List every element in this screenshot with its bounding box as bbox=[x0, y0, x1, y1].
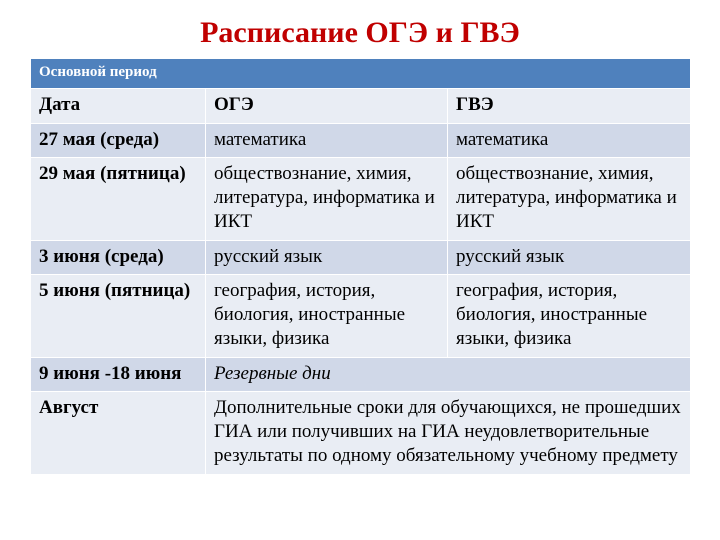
date-cell: Август bbox=[31, 392, 206, 474]
gve-cell: русский язык bbox=[448, 240, 691, 275]
date-cell: 29 мая (пятница) bbox=[31, 158, 206, 240]
page-title: Расписание ОГЭ и ГВЭ bbox=[30, 16, 690, 50]
oge-cell: обществознание, химия, литература, инфор… bbox=[206, 158, 448, 240]
table-row: Август Дополнительные сроки для обучающи… bbox=[31, 392, 691, 474]
date-cell: 3 июня (среда) bbox=[31, 240, 206, 275]
date-cell: 9 июня -18 июня bbox=[31, 357, 206, 392]
table-row: 5 июня (пятница)география, история, биол… bbox=[31, 275, 691, 357]
table-row: 27 мая (среда)математикаматематика bbox=[31, 123, 691, 158]
oge-cell: русский язык bbox=[206, 240, 448, 275]
subtitle-cell: Основной период bbox=[31, 59, 691, 89]
span-cell: Дополнительные сроки для обучающихся, не… bbox=[206, 392, 691, 474]
gve-cell: география, история, биология, иностранны… bbox=[448, 275, 691, 357]
header-oge: ОГЭ bbox=[206, 88, 448, 123]
table-row: 29 мая (пятница)обществознание, химия, л… bbox=[31, 158, 691, 240]
date-cell: 27 мая (среда) bbox=[31, 123, 206, 158]
header-gve: ГВЭ bbox=[448, 88, 691, 123]
table-row: 3 июня (среда)русский языкрусский язык bbox=[31, 240, 691, 275]
oge-cell: география, история, биология, иностранны… bbox=[206, 275, 448, 357]
schedule-table: Основной период Дата ОГЭ ГВЭ 27 мая (сре… bbox=[30, 58, 691, 475]
header-row: Дата ОГЭ ГВЭ bbox=[31, 88, 691, 123]
header-date: Дата bbox=[31, 88, 206, 123]
gve-cell: математика bbox=[448, 123, 691, 158]
subtitle-row: Основной период bbox=[31, 59, 691, 89]
span-cell: Резервные дни bbox=[206, 357, 691, 392]
gve-cell: обществознание, химия, литература, инфор… bbox=[448, 158, 691, 240]
date-cell: 5 июня (пятница) bbox=[31, 275, 206, 357]
table-row: 9 июня -18 июняРезервные дни bbox=[31, 357, 691, 392]
oge-cell: математика bbox=[206, 123, 448, 158]
